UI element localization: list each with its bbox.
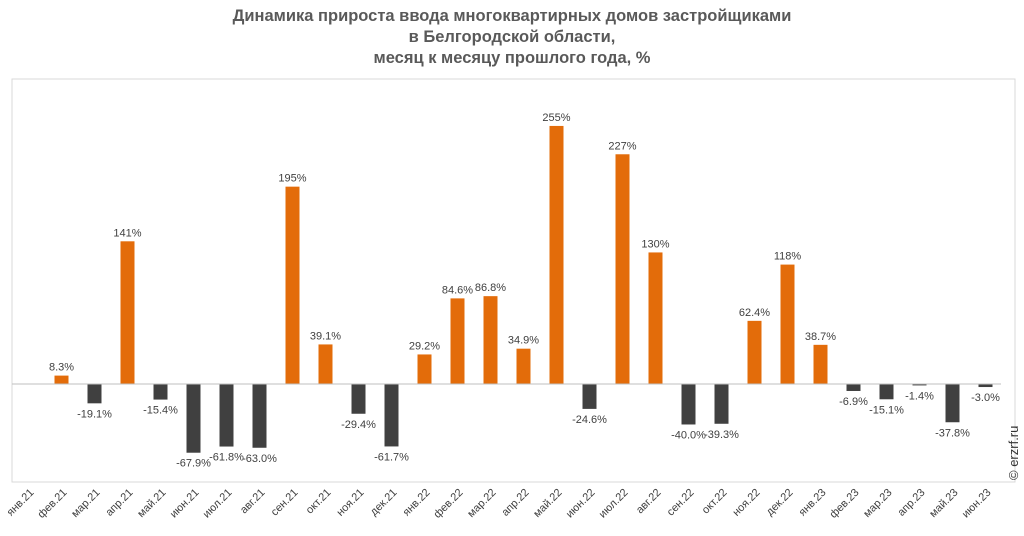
bar-фев.21 [54,375,69,384]
x-tick-label-июн.23: июн.23 [960,487,994,521]
bar-дек.22 [780,264,795,384]
value-label-мар.22: 86.8% [475,282,506,294]
bar-июн.22 [582,384,597,409]
value-label-май.21: -15.4% [143,405,178,417]
x-tick-label-ноя.22: ноя.22 [730,487,762,519]
x-tick-label-апр.21: апр.21 [103,487,135,519]
value-label-сен.21: 195% [278,173,306,185]
bar-авг.22 [648,252,663,384]
value-label-июн.23: -3.0% [971,392,1000,404]
x-tick-label-окт.21: окт.21 [304,487,334,517]
bars-group [54,125,993,453]
x-tick-label-авг.22: авг.22 [634,487,664,517]
bar-апр.21 [120,241,135,384]
value-label-июл.21: -61.8% [209,452,244,464]
bar-авг.21 [252,384,267,448]
x-tick-label-мар.21: мар.21 [69,487,102,520]
bar-июл.21 [219,384,234,447]
value-label-мар.21: -19.1% [77,408,112,420]
bar-окт.21 [318,344,333,384]
x-tick-label-май.22: май.22 [531,487,564,520]
x-tick-label-дек.22: дек.22 [764,487,796,519]
title-line-1: Динамика прироста ввода многоквартирных … [232,7,792,25]
bar-мар.23 [879,384,894,400]
value-label-сен.22: -40.0% [671,429,706,441]
value-label-фев.23: -6.9% [839,396,868,408]
x-tick-label-янв.21: янв.21 [5,487,37,519]
copyright-text: © erzrf.ru [1006,425,1021,480]
value-label-май.23: -37.8% [935,427,970,439]
x-tick-label-апр.22: апр.22 [499,487,531,519]
x-tick-label-мар.22: мар.22 [465,487,498,520]
x-tick-label-окт.22: окт.22 [700,487,730,517]
value-label-дек.21: -61.7% [374,451,409,463]
bar-дек.21 [384,384,399,447]
x-tick-label-дек.21: дек.21 [368,487,400,519]
x-tick-label-сен.22: сен.22 [665,487,697,519]
value-label-янв.23: 38.7% [805,331,836,343]
x-tick-label-сен.21: сен.21 [269,487,301,519]
bar-окт.22 [714,384,729,424]
value-label-янв.22: 29.2% [409,340,440,352]
bar-май.23 [945,384,960,423]
value-label-апр.21: 141% [113,227,141,239]
x-tick-label-май.23: май.23 [927,487,960,520]
x-tick-label-янв.23: янв.23 [797,487,829,519]
value-label-май.22: 255% [542,112,570,124]
bar-ноя.22 [747,320,762,384]
value-label-авг.22: 130% [641,238,669,250]
x-tick-label-мар.23: мар.23 [861,487,894,520]
x-tick-label-ноя.21: ноя.21 [334,487,366,519]
value-label-ноя.21: -29.4% [341,419,376,431]
x-tick-label-фев.23: фев.23 [827,487,861,521]
value-label-фев.21: 8.3% [49,362,74,374]
value-label-июн.21: -67.9% [176,458,211,470]
title-line-2: в Белгородской области, [408,28,616,46]
bar-янв.23 [813,344,828,384]
chart-title: Динамика прироста ввода многоквартирных … [0,6,1024,69]
x-tick-label-фев.21: фев.21 [35,487,69,521]
value-label-окт.22: -39.3% [704,429,739,441]
bar-ноя.21 [351,384,366,414]
value-label-ноя.22: 62.4% [739,307,770,319]
x-tick-label-авг.21: авг.21 [238,487,268,517]
bar-фев.23 [846,384,861,391]
value-label-мар.23: -15.1% [869,404,904,416]
bar-сен.21 [285,186,300,384]
x-tick-label-янв.22: янв.22 [401,487,433,519]
bar-мар.22 [483,296,498,384]
x-tick-label-июл.22: июл.22 [597,487,631,521]
bar-сен.22 [681,384,696,425]
bar-апр.22 [516,348,531,384]
bar-фев.22 [450,298,465,384]
bar-июл.22 [615,154,630,384]
x-tick-label-май.21: май.21 [135,487,168,520]
plot-area-border [11,78,1016,483]
x-tick-label-июн.21: июн.21 [168,487,202,521]
x-tick-label-июл.21: июл.21 [201,487,235,521]
value-label-фев.22: 84.6% [442,284,473,296]
title-line-3: месяц к месяцу прошлого года, % [373,49,651,67]
value-label-апр.23: -1.4% [905,390,934,402]
bar-апр.23 [912,384,927,386]
bar-июн.21 [186,384,201,453]
x-tick-label-фев.22: фев.22 [431,487,465,521]
bar-янв.22 [417,354,432,384]
value-label-июн.22: -24.6% [572,414,607,426]
bar-май.21 [153,384,168,400]
bar-мар.21 [87,384,102,404]
value-label-авг.21: -63.0% [242,453,277,465]
value-label-апр.22: 34.9% [508,335,539,347]
value-label-окт.21: 39.1% [310,330,341,342]
x-tick-label-июн.22: июн.22 [564,487,598,521]
x-tick-label-апр.23: апр.23 [895,487,927,519]
value-label-дек.22: 118% [774,251,802,263]
bar-май.22 [549,125,564,384]
bar-июн.23 [978,384,993,388]
value-label-июл.22: 227% [608,140,636,152]
value-labels-group: 8.3% -19.1% 141% -15.4% -67.9%-61.8%-63.0% 19… [49,112,1000,470]
